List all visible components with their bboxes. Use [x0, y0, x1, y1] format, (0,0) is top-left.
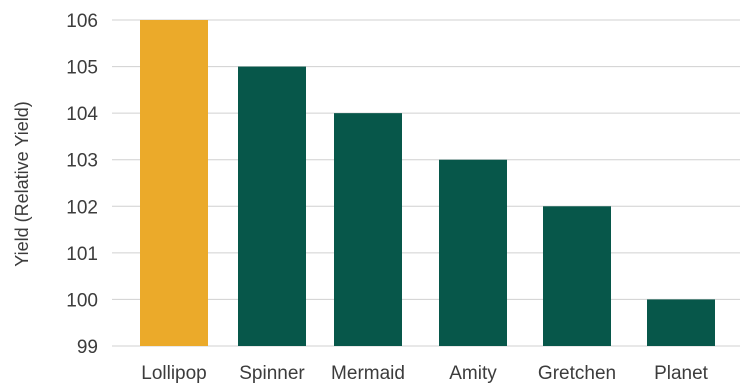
x-category-label: Gretchen	[538, 363, 616, 384]
x-category-label: Mermaid	[331, 363, 405, 384]
y-tick-label: 100	[66, 290, 98, 311]
y-tick-label: 104	[66, 104, 98, 125]
x-category-label: Spinner	[239, 363, 305, 384]
y-axis-ticks: 99 100 101 102 103 104 105 106	[66, 11, 98, 358]
x-axis-category-labels: Lollipop Spinner Mermaid Amity Gretchen Plane…	[141, 363, 708, 384]
gridlines	[112, 19, 740, 347]
y-tick-label: 103	[66, 151, 98, 172]
x-category-label: Lollipop	[141, 363, 207, 384]
y-tick-label: 101	[66, 244, 98, 265]
y-tick-label: 106	[66, 11, 98, 32]
y-axis-title: Yield (Relative Yield)	[12, 101, 32, 266]
bars	[140, 20, 715, 347]
y-tick-label: 99	[77, 337, 98, 358]
x-category-label: Planet	[654, 363, 709, 384]
bar-amity	[439, 159, 507, 346]
bar-spinner	[238, 66, 306, 347]
y-tick-label: 105	[66, 58, 98, 79]
bar-gretchen	[543, 206, 611, 346]
bar-lollipop	[140, 20, 208, 346]
bar-planet	[647, 299, 715, 346]
bar-mermaid	[334, 113, 402, 347]
x-category-label: Amity	[449, 363, 497, 384]
y-tick-label: 102	[66, 197, 98, 218]
